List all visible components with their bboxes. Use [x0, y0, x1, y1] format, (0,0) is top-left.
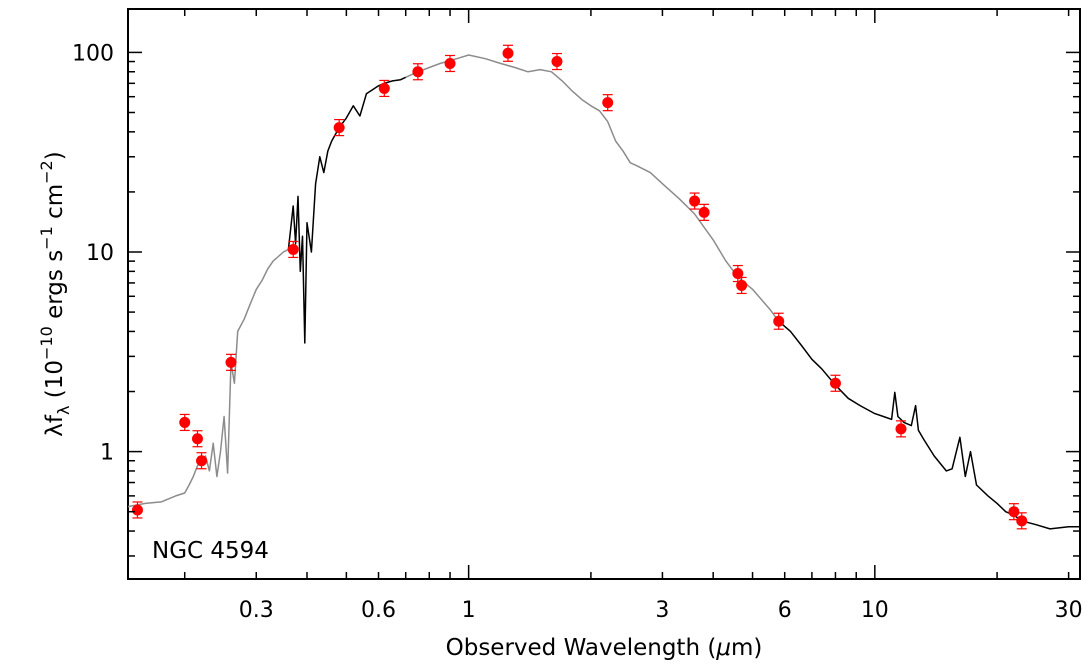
data-point: [378, 82, 390, 94]
axis-ticks: [128, 9, 1080, 579]
x-tick-label: 3: [655, 598, 669, 623]
spectrum-segment-3: [405, 54, 780, 322]
spectrum-segment-1: [127, 248, 289, 508]
data-point: [412, 66, 424, 78]
data-point: [179, 416, 191, 428]
data-point: [732, 268, 744, 280]
x-tick-label: 0.3: [239, 598, 274, 623]
data-point: [698, 206, 710, 218]
data-point: [196, 455, 208, 467]
data-point: [131, 504, 143, 516]
object-label: NGC 4594: [152, 538, 269, 564]
data-point: [689, 195, 701, 207]
spectrum-segment-4: [778, 320, 1080, 530]
data-point: [602, 97, 614, 109]
data-point: [829, 377, 841, 389]
x-tick-label: 10: [861, 598, 889, 623]
data-point: [773, 315, 785, 327]
y-tick-label: 1: [100, 441, 114, 466]
x-tick-label: 1: [462, 598, 476, 623]
x-tick-label: 6: [778, 598, 792, 623]
data-point: [444, 57, 456, 69]
x-tick-label: 0.6: [361, 598, 396, 623]
x-axis-title: Observed Wavelength (μm): [446, 635, 763, 661]
data-point: [551, 56, 563, 68]
data-point: [895, 423, 907, 435]
data-point: [333, 122, 345, 134]
data-point: [1016, 515, 1028, 527]
data-point: [1008, 506, 1020, 518]
x-tick-label: 30: [1055, 598, 1083, 623]
data-point: [502, 47, 514, 59]
data-point: [225, 356, 237, 368]
spectrum-segment-2: [287, 76, 407, 344]
axis-tick-labels: 0.3 0.6 1 3 6 10 30 1 10 100: [72, 41, 1083, 623]
photometry-points: [131, 44, 1028, 530]
y-tick-label: 10: [86, 241, 114, 266]
data-point: [736, 279, 748, 291]
data-point: [191, 433, 203, 445]
data-point: [287, 243, 299, 255]
spectrum-lines: [127, 54, 1080, 530]
y-axis-title: λfλ (10−10 ergs s−1 cm−2): [37, 151, 73, 436]
plot-frame: [127, 8, 1081, 580]
y-tick-label: 100: [72, 41, 114, 66]
